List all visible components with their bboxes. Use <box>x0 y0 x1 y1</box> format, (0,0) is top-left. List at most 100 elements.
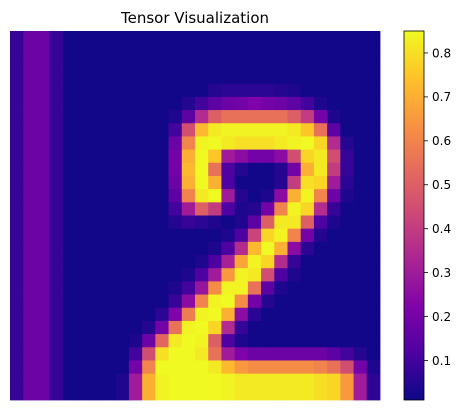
heatmap-cell <box>208 321 222 335</box>
heatmap-cell <box>288 295 302 309</box>
heatmap-cell <box>327 281 341 295</box>
heatmap-cell <box>327 321 341 335</box>
heatmap-cell <box>301 31 315 45</box>
heatmap-cell <box>314 308 328 322</box>
heatmap-cell <box>274 84 288 98</box>
heatmap-cell <box>301 189 315 203</box>
heatmap-cell <box>195 176 209 190</box>
heatmap-cell <box>314 229 328 243</box>
heatmap-cell <box>36 84 50 98</box>
heatmap-cell <box>288 387 302 401</box>
heatmap-cell <box>274 321 288 335</box>
heatmap-cell <box>367 163 381 177</box>
heatmap-cell <box>129 202 143 216</box>
heatmap-cell <box>129 97 143 111</box>
heatmap-cell <box>235 321 249 335</box>
heatmap-cell <box>23 229 37 243</box>
heatmap-cell <box>129 189 143 203</box>
heatmap-cell <box>116 216 130 230</box>
heatmap-cell <box>142 71 156 85</box>
heatmap-cell <box>354 163 368 177</box>
heatmap-cell <box>221 163 235 177</box>
heatmap-cell <box>274 57 288 71</box>
heatmap-cell <box>169 255 183 269</box>
heatmap-cell <box>195 281 209 295</box>
heatmap-cell <box>221 295 235 309</box>
heatmap-cell <box>301 150 315 164</box>
heatmap-cell <box>367 387 381 401</box>
heatmap-cell <box>354 97 368 111</box>
heatmap-cell <box>142 347 156 361</box>
heatmap-cell <box>340 189 354 203</box>
heatmap-cell <box>235 229 249 243</box>
heatmap-cell <box>129 176 143 190</box>
heatmap-cell <box>288 189 302 203</box>
heatmap-cell <box>261 255 275 269</box>
heatmap-cell <box>208 123 222 137</box>
heatmap-cell <box>169 360 183 374</box>
heatmap-cell <box>169 84 183 98</box>
heatmap-cell <box>142 242 156 256</box>
heatmap-cell <box>340 321 354 335</box>
heatmap-cell <box>274 387 288 401</box>
heatmap-cell <box>155 321 169 335</box>
heatmap-cell <box>235 295 249 309</box>
heatmap-cell <box>10 308 24 322</box>
heatmap-cell <box>23 255 37 269</box>
heatmap-cell <box>63 295 77 309</box>
heatmap-cell <box>248 216 262 230</box>
heatmap-cell <box>169 334 183 348</box>
heatmap-cell <box>76 202 90 216</box>
heatmap-cell <box>221 84 235 98</box>
heatmap-cell <box>248 295 262 309</box>
heatmap-cell <box>367 374 381 388</box>
heatmap-cell <box>367 229 381 243</box>
heatmap-cell <box>274 189 288 203</box>
heatmap-cell <box>367 123 381 137</box>
heatmap-cell <box>314 216 328 230</box>
heatmap-cell <box>76 334 90 348</box>
heatmap-cell <box>116 123 130 137</box>
heatmap-cell <box>10 255 24 269</box>
heatmap-cell <box>103 242 117 256</box>
heatmap-cell <box>221 308 235 322</box>
heatmap-cell <box>367 176 381 190</box>
heatmap-cell <box>89 150 103 164</box>
heatmap-cell <box>195 150 209 164</box>
heatmap-cell <box>155 150 169 164</box>
heatmap-cell <box>274 216 288 230</box>
heatmap-cell <box>314 347 328 361</box>
heatmap-cell <box>327 97 341 111</box>
heatmap-cell <box>327 374 341 388</box>
heatmap-cell <box>182 110 196 124</box>
heatmap-cell <box>50 360 64 374</box>
heatmap-cell <box>169 97 183 111</box>
heatmap-cell <box>182 295 196 309</box>
heatmap-cell <box>367 321 381 335</box>
heatmap-cell <box>208 216 222 230</box>
heatmap-cell <box>367 84 381 98</box>
heatmap-cell <box>235 268 249 282</box>
heatmap-cell <box>327 308 341 322</box>
heatmap-cell <box>155 71 169 85</box>
heatmap-cell <box>36 281 50 295</box>
heatmap-cell <box>76 321 90 335</box>
heatmap-cell <box>116 202 130 216</box>
heatmap-cell <box>116 97 130 111</box>
heatmap-cell <box>10 136 24 150</box>
heatmap-cell <box>314 123 328 137</box>
heatmap-cell <box>195 163 209 177</box>
heatmap-cell <box>23 136 37 150</box>
heatmap-cell <box>129 136 143 150</box>
heatmap-cell <box>155 374 169 388</box>
heatmap-cell <box>103 229 117 243</box>
heatmap-cell <box>76 57 90 71</box>
heatmap-cell <box>89 202 103 216</box>
heatmap-cell <box>155 387 169 401</box>
heatmap-cell <box>116 360 130 374</box>
heatmap-cell <box>354 321 368 335</box>
heatmap-cell <box>288 57 302 71</box>
heatmap-cell <box>195 334 209 348</box>
heatmap-cell <box>36 202 50 216</box>
colorbar-tick-label: 0.1 <box>432 354 451 368</box>
